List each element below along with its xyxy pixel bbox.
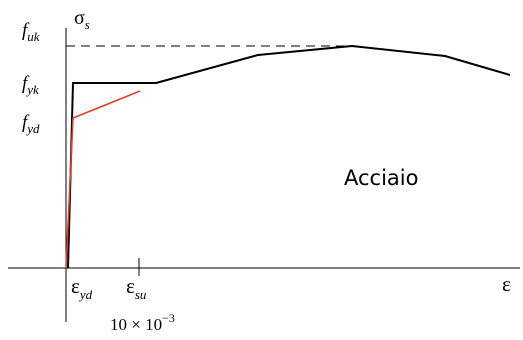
label-strain-value: 10 × 10−3 xyxy=(110,311,175,334)
label-sigma-s: σs xyxy=(74,7,90,32)
label-eps-su: εsu xyxy=(126,274,147,302)
characteristic-curve xyxy=(67,45,511,269)
label-fuk: fuk xyxy=(22,20,40,44)
label-eps-axis: ε xyxy=(502,272,511,296)
label-fyk: fyk xyxy=(22,73,39,97)
label-eps-yd: εyd xyxy=(71,274,93,302)
label-material: Acciaio xyxy=(344,166,418,190)
design-curve xyxy=(65,90,141,269)
label-fyd: fyd xyxy=(22,112,40,136)
